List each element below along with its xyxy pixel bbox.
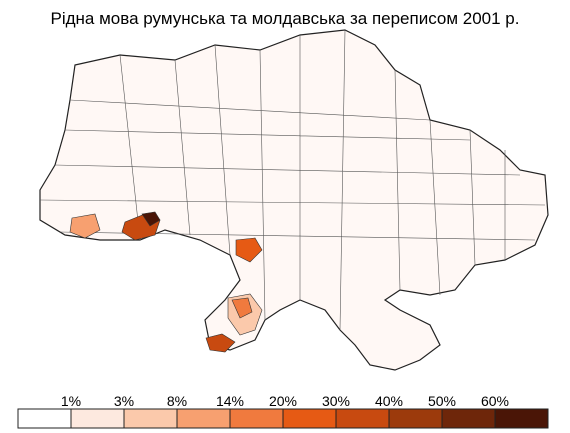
legend-swatch xyxy=(441,408,496,429)
legend-swatch xyxy=(494,408,549,429)
legend-swatch xyxy=(123,408,178,429)
legend: 1% 3% 8% 14% 20% 30% 40% 50% 60% xyxy=(17,393,549,429)
legend-label: 20% xyxy=(269,393,297,409)
region-high xyxy=(231,297,253,319)
map-title: Рідна мова румунська та молдавська за пе… xyxy=(51,9,520,28)
map xyxy=(39,29,549,371)
legend-swatch xyxy=(388,408,443,429)
legend-swatch xyxy=(70,408,125,429)
legend-swatch xyxy=(335,408,390,429)
legend-label: 3% xyxy=(114,393,134,409)
region-high xyxy=(69,213,101,239)
legend-label: 60% xyxy=(481,393,509,409)
region-high xyxy=(205,333,236,353)
legend-swatch xyxy=(17,408,72,429)
legend-label: 8% xyxy=(167,393,187,409)
legend-swatch xyxy=(282,408,337,429)
legend-swatch xyxy=(176,408,231,429)
country-outline xyxy=(39,29,549,371)
district-lines xyxy=(39,29,546,331)
legend-label: 30% xyxy=(322,393,350,409)
legend-label: 40% xyxy=(375,393,403,409)
legend-swatch xyxy=(229,408,284,429)
legend-label: 14% xyxy=(216,393,244,409)
legend-label: 1% xyxy=(61,393,81,409)
region-high xyxy=(235,237,263,263)
region-high xyxy=(141,211,161,227)
legend-label: 50% xyxy=(428,393,456,409)
